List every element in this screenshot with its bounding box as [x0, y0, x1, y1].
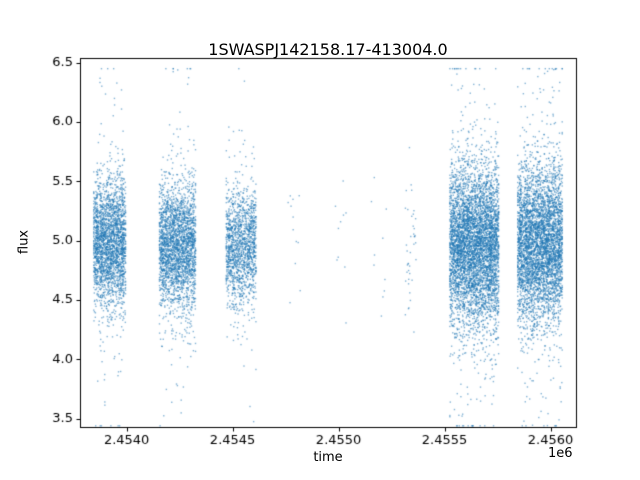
y-axis-label: flux	[16, 229, 32, 255]
chart-title: 1SWASPJ142158.17-413004.0	[208, 40, 448, 59]
x-axis-offset-text: 1e6	[548, 446, 573, 461]
x-axis-label: time	[313, 450, 343, 465]
